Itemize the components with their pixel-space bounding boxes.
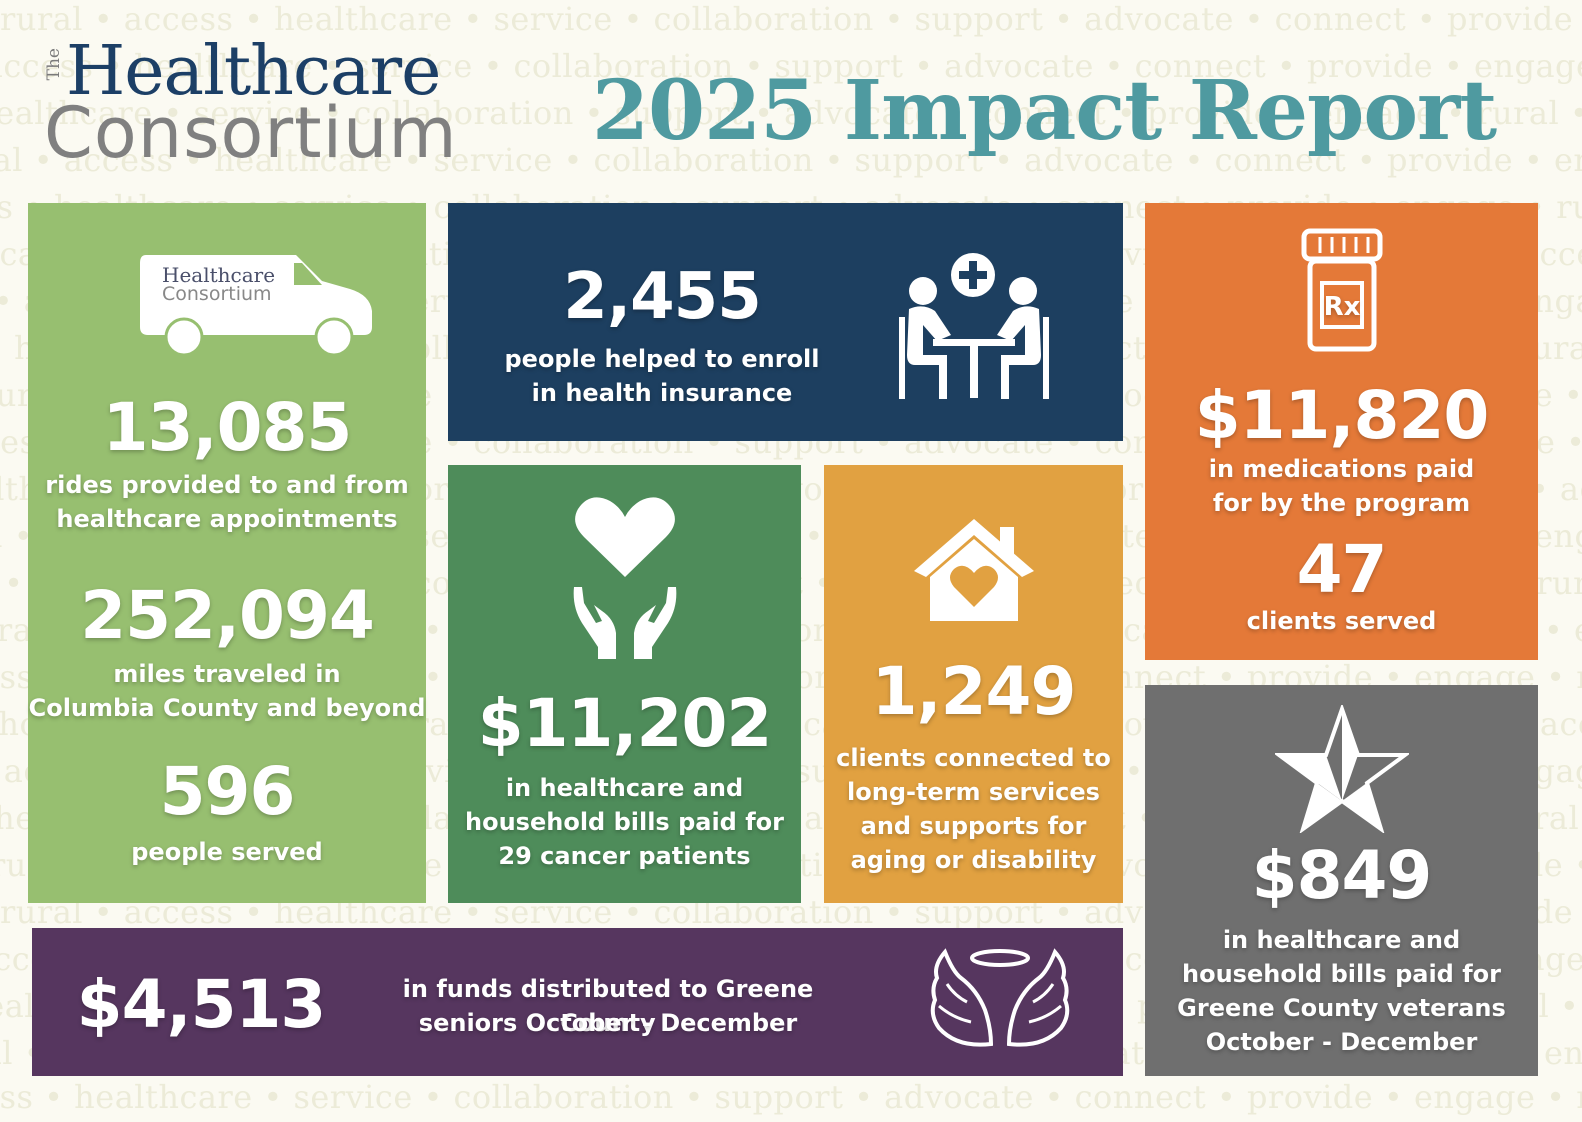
miles-label-line2: Columbia County and beyond	[28, 694, 426, 722]
miles-label-line1: miles traveled in	[113, 660, 341, 688]
medications-tile: Rx $11,820 in medications paid for by th…	[1145, 203, 1538, 660]
rides-value: 13,085	[102, 389, 353, 466]
medications-value: $11,820	[1194, 377, 1490, 454]
insurance-label-line2: in health insurance	[531, 379, 793, 407]
cancer-tile: $11,202 in healthcare and household bill…	[448, 465, 801, 903]
medications-label-line1: in medications paid	[1208, 455, 1475, 483]
background-words: rural • access • healthcare • service • …	[0, 94, 1582, 132]
background-words: rural • access • healthcare • service • …	[0, 141, 1582, 179]
background-words: rural • access • healthcare • service • …	[0, 47, 1582, 85]
insurance-value: 2,455	[563, 260, 761, 334]
veterans-value: $849	[1251, 837, 1433, 914]
angel-wings-icon	[927, 944, 1073, 1054]
seniors-label-line2: seniors October - December	[418, 1009, 798, 1037]
van-icon: Healthcare Consortium	[136, 247, 376, 357]
seniors-tile: $4,513 in funds distributed to Greene Co…	[32, 928, 1123, 1076]
rides-label-line1: rides provided to and from	[45, 471, 409, 499]
longterm-tile: 1,249 clients connected to long-term ser…	[824, 465, 1123, 903]
cancer-label-line1: in healthcare and	[505, 774, 744, 802]
background-words: rural • access • healthcare • service • …	[0, 0, 1582, 38]
people-served-label: people served	[131, 838, 323, 866]
logo-healthcare: Healthcare	[66, 32, 441, 111]
veterans-label-line1: in healthcare and	[1222, 926, 1461, 954]
heart-hands-icon	[568, 495, 682, 661]
prescription-bottle-icon: Rx	[1300, 227, 1384, 353]
clients-served-value: 47	[1296, 531, 1388, 608]
seniors-label-line1: in funds distributed to Greene County	[402, 975, 814, 1037]
house-heart-icon	[910, 515, 1038, 623]
people-served-value: 596	[159, 753, 296, 830]
miles-value: 252,094	[80, 577, 375, 654]
cancer-label-line2: household bills paid for	[465, 808, 784, 836]
veterans-label-line3: Greene County veterans	[1177, 994, 1506, 1022]
svg-text:Rx: Rx	[1324, 292, 1361, 322]
clients-served-label: clients served	[1246, 607, 1437, 635]
van-logo-line1: Healthcare	[162, 263, 276, 287]
veterans-label-line2: household bills paid for	[1182, 960, 1501, 988]
veterans-label-line4: October - December	[1205, 1028, 1478, 1056]
longterm-label-line1: clients connected to	[836, 744, 1111, 772]
longterm-label-line3: and supports for	[860, 812, 1087, 840]
longterm-value: 1,249	[871, 653, 1077, 730]
background-words: rural • access • healthcare • service • …	[0, 1078, 1582, 1116]
star-icon	[1275, 705, 1409, 833]
seniors-value: $4,513	[76, 966, 327, 1043]
cancer-value: $11,202	[477, 685, 773, 762]
van-logo-line2: Consortium	[162, 283, 272, 305]
insurance-tile: 2,455 people helped to enroll in health …	[448, 203, 1123, 441]
logo-consortium: Consortium	[44, 92, 458, 174]
insurance-label-line1: people helped to enroll	[504, 345, 820, 373]
longterm-label-line4: aging or disability	[850, 846, 1097, 874]
cancer-label-line3: 29 cancer patients	[498, 842, 751, 870]
transport-tile: Healthcare Consortium 13,085 rides provi…	[28, 203, 426, 903]
longterm-label-line2: long-term services	[847, 778, 1100, 806]
veterans-tile: $849 in healthcare and household bills p…	[1145, 685, 1538, 1076]
page-title: 2025 Impact Report	[592, 63, 1497, 159]
rides-label-line2: healthcare appointments	[56, 505, 398, 533]
people-table-medical-icon	[893, 251, 1055, 403]
logo-the: The	[44, 48, 64, 81]
medications-label-line2: for by the program	[1212, 489, 1471, 517]
